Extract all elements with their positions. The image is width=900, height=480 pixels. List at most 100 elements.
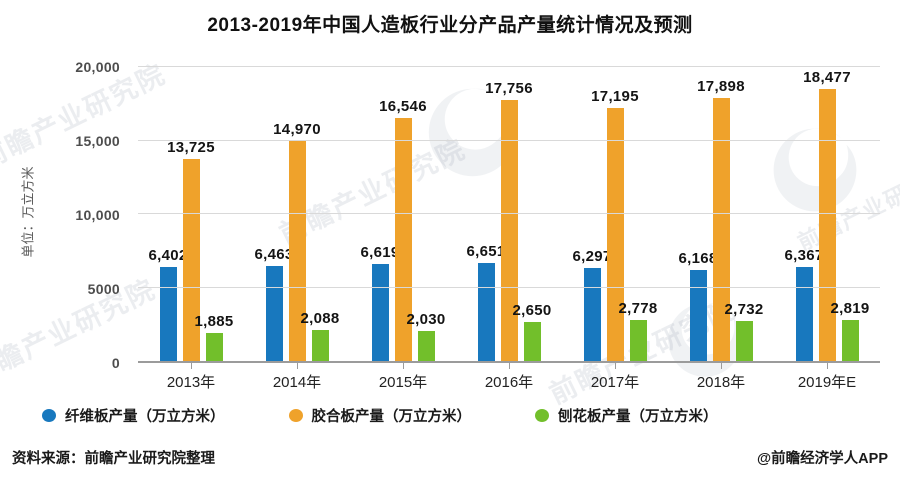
bar xyxy=(477,263,495,361)
bar-value-label: 6,367 xyxy=(784,247,824,265)
x-tick-label: 2018年 xyxy=(696,374,746,391)
bar-wrap: 18,477 xyxy=(803,67,851,361)
bar-value-label: 6,168 xyxy=(678,250,718,268)
bar-value-label: 14,970 xyxy=(273,120,321,138)
bar-group: 6,402 13,725 1,885 2013年 xyxy=(138,67,244,391)
bar-value-label: 2,030 xyxy=(406,311,446,329)
x-tick xyxy=(509,363,510,369)
bar xyxy=(818,89,836,361)
bar-wrap: 13,725 xyxy=(167,67,215,361)
bar-wrap: 14,970 xyxy=(273,67,321,361)
bar-wrap: 6,402 xyxy=(148,67,187,361)
x-tick-label: 2017年 xyxy=(590,374,640,391)
bar-value-label: 6,651 xyxy=(466,243,506,261)
bar xyxy=(394,117,412,361)
y-tick-label: 0 xyxy=(111,355,120,371)
bar xyxy=(795,267,813,361)
bar-value-label: 16,546 xyxy=(379,97,427,115)
bar-wrap: 2,030 xyxy=(406,67,445,361)
bar xyxy=(288,140,306,361)
legend-item: 胶合板产量（万立方米） xyxy=(288,405,471,426)
gridline xyxy=(138,213,880,214)
bar-value-label: 2,088 xyxy=(300,310,340,328)
bar-value-label: 1,885 xyxy=(194,313,234,331)
bar-wrap: 2,778 xyxy=(618,67,657,361)
bar-wrap: 2,650 xyxy=(512,67,551,361)
bar-wrap: 6,297 xyxy=(572,67,611,361)
bar xyxy=(371,263,389,361)
x-tick-label: 2015年 xyxy=(378,374,428,391)
chart-title: 2013-2019年中国人造板行业分产品产量统计情况及预测 xyxy=(207,15,693,36)
bar-wrap: 17,756 xyxy=(485,67,533,361)
bar xyxy=(735,320,753,361)
bar xyxy=(689,270,707,361)
bar xyxy=(205,333,223,361)
bar-value-label: 18,477 xyxy=(803,69,851,87)
bars-row: 6,402 13,725 1,885 2013年 6,463 14,970 2,088 201… xyxy=(138,67,880,391)
bar xyxy=(841,319,859,361)
bar xyxy=(159,266,177,361)
bar-wrap: 2,732 xyxy=(724,67,763,361)
bar-wrap: 2,088 xyxy=(300,67,339,361)
bar-wrap: 17,898 xyxy=(697,67,745,361)
bar-wrap: 6,651 xyxy=(466,67,505,361)
legend-marker-icon xyxy=(42,409,56,422)
x-tick xyxy=(403,363,404,369)
bar-value-label: 2,650 xyxy=(512,302,552,320)
legend-label: 纤维板产量（万立方米） xyxy=(65,409,225,425)
bar-value-label: 6,463 xyxy=(254,246,294,263)
bar-group: 6,367 18,477 2,819 2019年E xyxy=(774,67,880,391)
legend-label: 刨花板产量（万立方米） xyxy=(558,409,718,425)
bar-wrap: 6,619 xyxy=(360,67,399,361)
bar-wrap: 2,819 xyxy=(830,67,869,361)
legend-item: 刨花板产量（万立方米） xyxy=(535,405,718,426)
bar-value-label: 2,819 xyxy=(830,299,870,317)
x-tick xyxy=(191,363,192,369)
y-tick-label: 10,000 xyxy=(75,207,120,223)
bar xyxy=(182,159,200,361)
x-tick xyxy=(297,363,298,369)
bar-value-label: 2,732 xyxy=(724,300,764,318)
x-tick xyxy=(615,363,616,369)
bar-group: 6,297 17,195 2,778 2017年 xyxy=(562,67,668,391)
x-tick-label: 2016年 xyxy=(484,374,534,391)
bar xyxy=(606,108,624,361)
bar xyxy=(583,268,601,361)
bar-value-label: 17,195 xyxy=(591,88,639,106)
x-tick xyxy=(827,363,828,369)
x-tick xyxy=(721,363,722,369)
bar-group: 6,651 17,756 2,650 2016年 xyxy=(456,67,562,391)
bar xyxy=(523,322,541,361)
bar-wrap: 6,367 xyxy=(784,67,823,361)
legend-item: 纤维板产量（万立方米） xyxy=(42,405,225,426)
bar-wrap: 1,885 xyxy=(194,67,233,361)
bar-group: 6,463 14,970 2,088 2014年 xyxy=(244,67,350,391)
bar-wrap: 17,195 xyxy=(591,67,639,361)
bar-wrap: 16,546 xyxy=(379,67,427,361)
bar-value-label: 2,778 xyxy=(618,300,658,318)
bar xyxy=(712,97,730,361)
bar-value-label: 17,756 xyxy=(485,80,533,97)
gridline xyxy=(138,66,880,67)
bar xyxy=(629,320,647,361)
bar-value-label: 6,297 xyxy=(572,248,612,266)
bar-wrap: 6,463 xyxy=(254,67,293,361)
y-tick-label: 15,000 xyxy=(75,133,120,149)
legend-marker-icon xyxy=(288,409,303,422)
bar-value-label: 13,725 xyxy=(167,139,215,157)
gridline xyxy=(138,139,880,141)
legend: 纤维板产量（万立方米） 胶合板产量（万立方米） 刨花板产量（万立方米） xyxy=(42,405,718,426)
bar-value-label: 17,898 xyxy=(697,77,745,95)
plot-area: 6,402 13,725 1,885 2013年 6,463 14,970 2,088 201… xyxy=(138,66,880,391)
bar xyxy=(500,100,518,361)
y-tick-label: 20,000 xyxy=(75,59,120,75)
bar xyxy=(417,331,435,361)
bar-group: 6,168 17,898 2,732 2018年 xyxy=(668,67,774,391)
bar xyxy=(311,330,329,361)
y-tick-label: 5000 xyxy=(87,281,120,297)
legend-marker-icon xyxy=(535,409,549,422)
y-axis: 0 5000 10,000 15,000 20,000 xyxy=(0,59,126,371)
credit-note: @前瞻经济学人APP xyxy=(757,451,888,467)
x-tick-label: 2014年 xyxy=(272,374,322,391)
